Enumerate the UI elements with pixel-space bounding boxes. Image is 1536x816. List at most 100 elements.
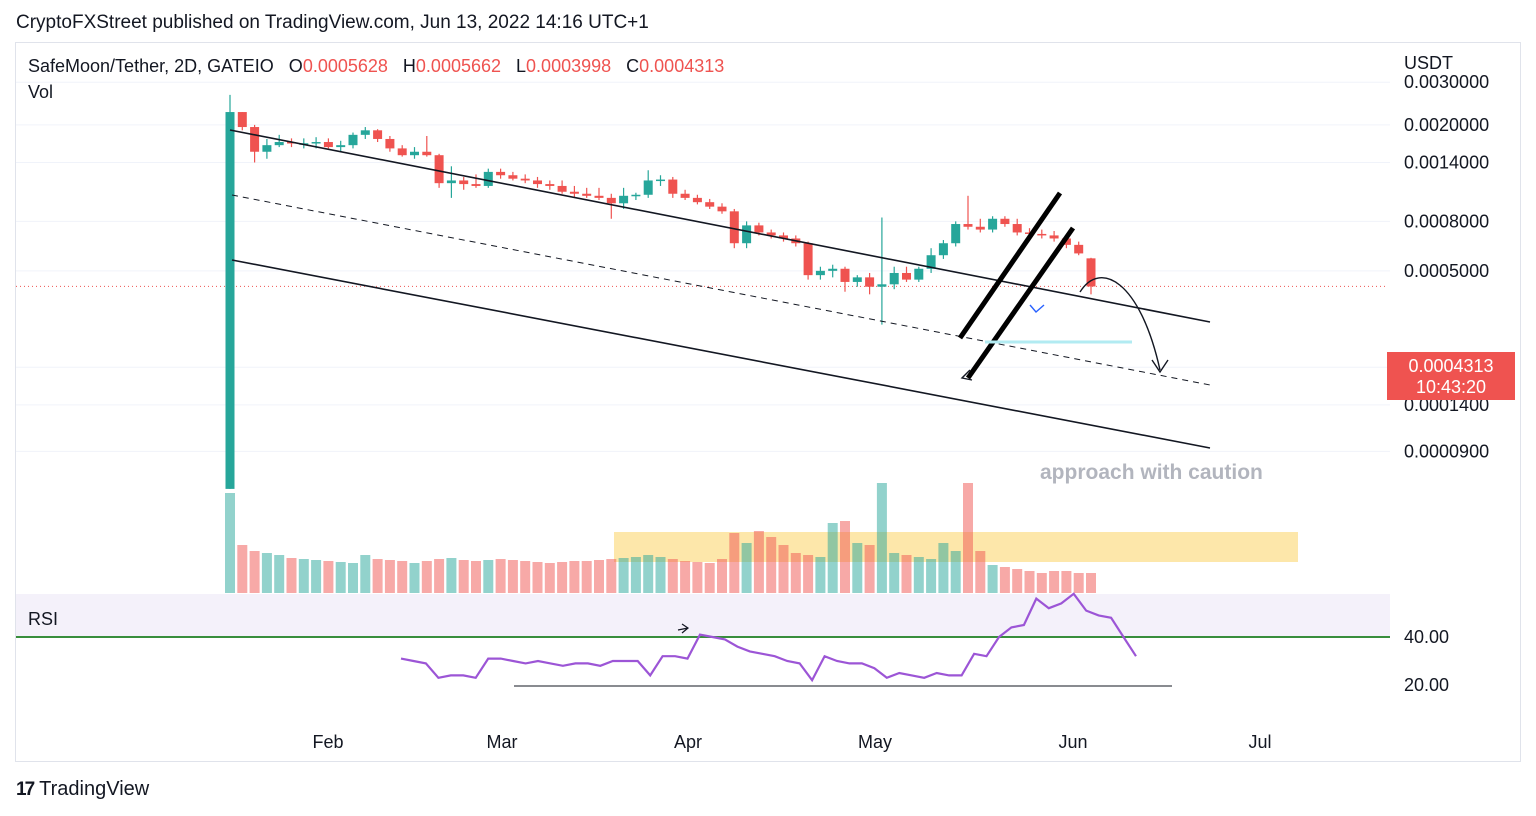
rsi-arrow-icon <box>677 623 690 634</box>
price-badge: 0.0004313 10:43:20 <box>1387 352 1515 400</box>
candle-body <box>397 148 407 156</box>
candle-body <box>877 284 887 287</box>
volume-bar <box>790 553 801 593</box>
candle-body <box>852 277 862 282</box>
volume-bar <box>249 551 260 593</box>
candle-body <box>459 180 469 185</box>
candle-body <box>250 127 260 152</box>
open-value: 0.0005628 <box>302 56 388 76</box>
drawings-layer <box>229 129 1211 449</box>
volume-bar <box>999 567 1010 593</box>
candle-body <box>360 130 370 135</box>
volume-bar <box>421 561 432 593</box>
candle-body <box>840 268 850 282</box>
volume-bar <box>360 555 371 593</box>
candle-body <box>569 191 579 194</box>
candle-body <box>914 268 924 280</box>
candle-body <box>594 195 604 198</box>
volume-bar <box>274 555 285 593</box>
volume-bar <box>1012 569 1023 593</box>
volume-bar <box>926 559 937 593</box>
candle-body <box>1086 258 1096 287</box>
open-label: O <box>288 56 303 76</box>
volume-bar <box>864 545 875 593</box>
volume-bar <box>1061 571 1072 593</box>
candle-body <box>742 225 752 244</box>
candle-body <box>422 151 432 156</box>
volume-bar <box>704 563 715 593</box>
volume-bar <box>483 560 494 593</box>
volume-bar <box>630 557 641 593</box>
candle-body <box>348 134 358 146</box>
volume-bar <box>753 531 764 593</box>
footer-brand-name: TradingView <box>39 778 150 800</box>
candle-body <box>705 202 715 207</box>
volume-bar <box>298 559 309 593</box>
candle-body <box>631 194 641 197</box>
symbol-name: SafeMoon/Tether, 2D, GATEIO <box>28 56 274 76</box>
volume-bar <box>889 553 900 593</box>
volume-bar <box>606 559 617 593</box>
volume-bar <box>409 563 420 593</box>
candle-body <box>311 142 321 144</box>
candle-body <box>717 206 727 212</box>
candle-body <box>815 270 825 276</box>
volume-bar <box>667 559 678 593</box>
symbol-legend: SafeMoon/Tether, 2D, GATEIO O0.0005628 H… <box>28 56 724 77</box>
candle-body <box>951 224 961 244</box>
volume-bar <box>680 561 691 593</box>
volume-bar <box>237 545 248 593</box>
volume-bar <box>1073 573 1084 593</box>
x-tick-label: Jun <box>1058 732 1087 752</box>
volume-bar <box>618 558 629 593</box>
projection-arrow-head <box>1151 359 1169 374</box>
candle-body <box>1037 233 1047 236</box>
volume-bar <box>323 561 334 593</box>
low-label: L <box>516 56 527 76</box>
volume-bar <box>913 557 924 593</box>
rsi-label: RSI <box>28 609 59 629</box>
volume-bar <box>434 559 445 593</box>
volume-bar <box>987 565 998 593</box>
x-tick-label: Feb <box>312 732 343 752</box>
candle-body <box>668 179 678 194</box>
volume-bar <box>507 560 518 593</box>
price-badge-countdown: 10:43:20 <box>1416 377 1486 397</box>
channel-mid-line <box>231 194 1211 386</box>
tradingview-logo-icon: 17 <box>16 778 35 800</box>
volume-bar <box>938 543 949 593</box>
volume-bar <box>1024 571 1035 593</box>
candle-body <box>336 145 346 148</box>
candle-body <box>471 184 481 186</box>
candle-body <box>926 255 936 269</box>
footer-brand[interactable]: 17 TradingView <box>16 778 149 801</box>
volume-bar <box>372 559 383 593</box>
channel-lower-line <box>231 259 1211 449</box>
candle-body <box>323 142 333 148</box>
price-tick-label: 0.0020000 <box>1404 115 1489 135</box>
candle-body <box>582 193 592 196</box>
price-tick-label: 0.0005000 <box>1404 261 1489 281</box>
volume-bar <box>581 561 592 593</box>
candle-body <box>828 268 838 271</box>
volume-bar <box>766 537 777 593</box>
volume-bar <box>495 559 506 593</box>
candle-body <box>680 193 690 198</box>
volume-bar <box>544 563 555 593</box>
volume-bar <box>803 555 814 593</box>
rsi-tick-label: 20.00 <box>1404 675 1449 695</box>
candle-body <box>1049 235 1059 239</box>
channel-upper-line <box>229 129 1211 323</box>
chart-frame[interactable] <box>15 42 1521 762</box>
candle-body <box>446 180 456 184</box>
price-tick-label: 0.0000900 <box>1404 441 1489 461</box>
candle-body <box>963 224 973 227</box>
volume-bar <box>975 551 986 593</box>
candle-body <box>520 178 530 181</box>
volume-bar <box>901 555 912 593</box>
volume-bar <box>1086 573 1096 593</box>
candle-body <box>434 155 444 184</box>
x-tick-label: May <box>858 732 892 752</box>
price-badge-value: 0.0004313 <box>1408 356 1493 376</box>
